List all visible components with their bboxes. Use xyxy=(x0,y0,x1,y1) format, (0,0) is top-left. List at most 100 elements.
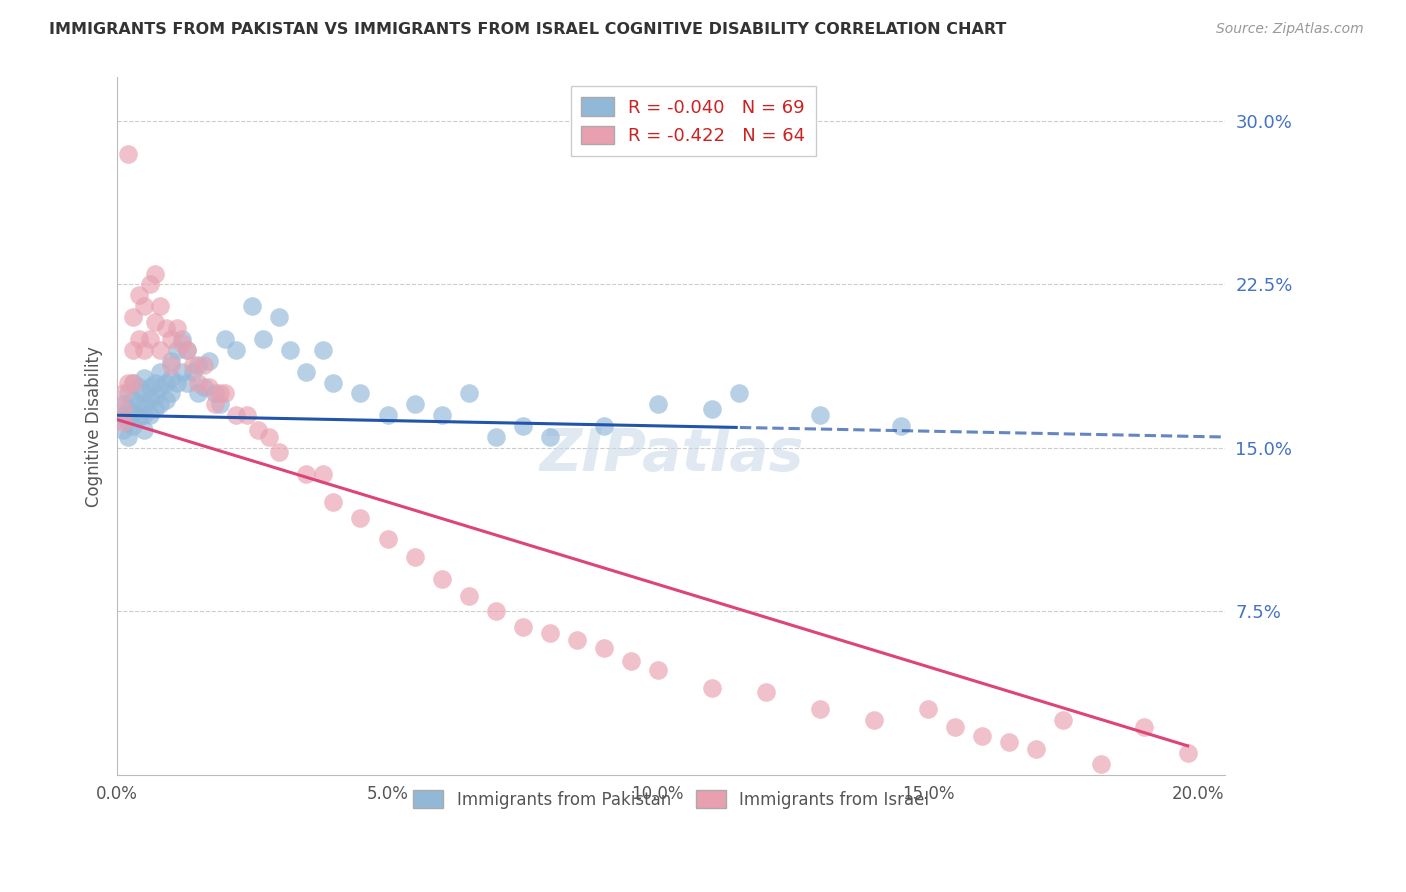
Point xyxy=(111,424,134,438)
Point xyxy=(972,729,994,743)
Point xyxy=(176,343,198,357)
Point xyxy=(808,702,831,716)
Point xyxy=(198,380,221,394)
Point xyxy=(155,392,177,407)
Point xyxy=(117,415,139,429)
Point xyxy=(1177,746,1199,760)
Point xyxy=(149,397,172,411)
Point xyxy=(170,365,193,379)
Point xyxy=(700,681,723,695)
Point xyxy=(700,401,723,416)
Point xyxy=(1052,714,1074,728)
Point xyxy=(134,299,156,313)
Point xyxy=(311,467,333,481)
Point xyxy=(512,419,534,434)
Point xyxy=(240,299,263,313)
Point xyxy=(134,424,156,438)
Point xyxy=(198,353,221,368)
Point xyxy=(208,386,231,401)
Point xyxy=(430,409,453,423)
Point xyxy=(538,430,561,444)
Point xyxy=(134,343,156,357)
Point xyxy=(176,343,198,357)
Point xyxy=(160,332,183,346)
Point xyxy=(565,632,588,647)
Point xyxy=(430,572,453,586)
Point xyxy=(214,332,236,346)
Point xyxy=(143,389,166,403)
Point xyxy=(134,397,156,411)
Point xyxy=(138,277,160,292)
Point xyxy=(143,401,166,416)
Point xyxy=(295,467,318,481)
Point xyxy=(295,365,318,379)
Y-axis label: Cognitive Disability: Cognitive Disability xyxy=(86,346,103,507)
Point xyxy=(1025,741,1047,756)
Point xyxy=(117,401,139,416)
Point xyxy=(647,663,669,677)
Point xyxy=(128,332,150,346)
Point xyxy=(890,419,912,434)
Point xyxy=(485,604,508,618)
Point xyxy=(998,735,1021,749)
Point xyxy=(122,406,145,420)
Point xyxy=(166,376,188,390)
Point xyxy=(143,376,166,390)
Point xyxy=(122,376,145,390)
Point xyxy=(1090,756,1112,771)
Text: ZIPatlas: ZIPatlas xyxy=(538,425,804,483)
Point xyxy=(138,380,160,394)
Point xyxy=(166,321,188,335)
Point xyxy=(457,386,479,401)
Point xyxy=(176,376,198,390)
Point xyxy=(181,358,204,372)
Point xyxy=(349,386,371,401)
Point xyxy=(117,430,139,444)
Point xyxy=(404,397,426,411)
Point xyxy=(257,430,280,444)
Point xyxy=(128,288,150,302)
Point xyxy=(122,310,145,325)
Point xyxy=(620,655,643,669)
Point xyxy=(111,409,134,423)
Point xyxy=(111,401,134,416)
Point xyxy=(404,549,426,564)
Point xyxy=(117,386,139,401)
Point xyxy=(728,386,751,401)
Point xyxy=(322,495,344,509)
Point xyxy=(647,397,669,411)
Point xyxy=(311,343,333,357)
Point xyxy=(592,419,614,434)
Point xyxy=(943,720,966,734)
Point xyxy=(160,353,183,368)
Point xyxy=(122,376,145,390)
Point xyxy=(204,397,226,411)
Point xyxy=(128,397,150,411)
Point xyxy=(187,376,209,390)
Text: IMMIGRANTS FROM PAKISTAN VS IMMIGRANTS FROM ISRAEL COGNITIVE DISABILITY CORRELAT: IMMIGRANTS FROM PAKISTAN VS IMMIGRANTS F… xyxy=(49,22,1007,37)
Point xyxy=(863,714,886,728)
Point xyxy=(155,376,177,390)
Legend: Immigrants from Pakistan, Immigrants from Israel: Immigrants from Pakistan, Immigrants fro… xyxy=(406,784,936,815)
Point xyxy=(592,641,614,656)
Point xyxy=(377,533,399,547)
Point xyxy=(143,314,166,328)
Point xyxy=(187,386,209,401)
Point xyxy=(236,409,259,423)
Point xyxy=(155,321,177,335)
Point xyxy=(128,410,150,425)
Point xyxy=(134,409,156,423)
Point xyxy=(349,510,371,524)
Point xyxy=(485,430,508,444)
Point xyxy=(134,371,156,385)
Point xyxy=(457,589,479,603)
Point xyxy=(122,343,145,357)
Point xyxy=(808,409,831,423)
Point xyxy=(143,267,166,281)
Point xyxy=(187,358,209,372)
Point xyxy=(170,332,193,346)
Point xyxy=(111,415,134,429)
Point xyxy=(193,358,215,372)
Point xyxy=(538,626,561,640)
Point xyxy=(111,386,134,401)
